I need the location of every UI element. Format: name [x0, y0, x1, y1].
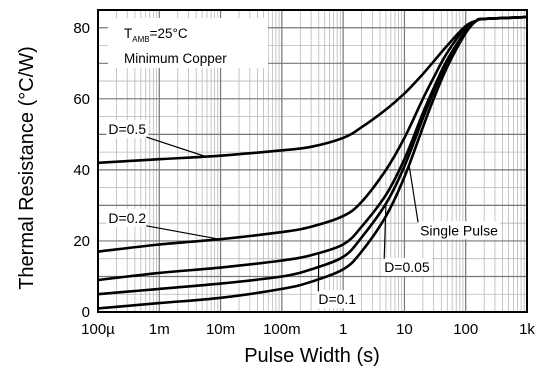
- plot-frame: [97, 9, 528, 313]
- curve-label-single-pulse: Single Pulse: [420, 222, 498, 238]
- curve-label-d-0-1: D=0.1: [318, 291, 356, 307]
- curve-label-background: [418, 221, 501, 240]
- y-tick-label: 0: [82, 304, 90, 321]
- y-tick-label: 60: [73, 91, 90, 108]
- series-layer: [97, 15, 528, 310]
- curve-label-d-0-5: D=0.5: [108, 121, 146, 137]
- leader-line-d-0-2: [146, 225, 220, 240]
- x-tick-label: 10: [396, 321, 413, 338]
- y-axis-title: Thermal Resistance (°C/W): [16, 46, 38, 290]
- x-tick-label: 10m: [206, 321, 235, 338]
- y-tick-label: 20: [73, 233, 90, 250]
- x-tick-label: 1: [339, 321, 347, 338]
- curve-label-d-0-05: D=0.05: [384, 259, 430, 275]
- tamb-subscript: AMB: [132, 35, 149, 44]
- x-axis-title: Pulse Width (s): [244, 345, 380, 367]
- y-tick-label: 80: [73, 20, 90, 37]
- x-tick-labels: 100µ 1m 10m 100m 1 10 100 1k: [81, 321, 535, 338]
- curve-label-background: [106, 120, 149, 139]
- x-tick-label: 100µ: [81, 321, 115, 338]
- leader-line-d-0-05: [383, 203, 387, 259]
- annotation-background: [108, 18, 268, 68]
- x-tick-label: 100: [453, 321, 478, 338]
- minimum-copper-note: Minimum Copper: [124, 51, 227, 66]
- tamb-value: =25°C: [150, 26, 188, 41]
- y-tick-label: 40: [73, 162, 90, 179]
- tamb-prefix: T: [124, 26, 132, 41]
- ambient-temperature-note: TAMB=25°C: [124, 26, 188, 44]
- y-tick-labels: 0 20 40 60 80: [73, 20, 90, 321]
- leader-line-d-0-5: [146, 136, 206, 157]
- x-tick-label: 100m: [263, 321, 301, 338]
- curve-label-background: [382, 257, 432, 276]
- x-tick-label: 1m: [149, 321, 170, 338]
- series-line-single-pulse: [97, 15, 528, 310]
- x-tick-label: 1k: [519, 321, 535, 338]
- curve-label-background: [316, 290, 359, 309]
- curve-label-background: [106, 208, 149, 227]
- curve-labels: D=0.5 D=0.2 Single Pulse D=0.05 D=0.1: [106, 120, 501, 309]
- leader-line-single-pulse: [408, 166, 419, 223]
- curve-label-d-0-2: D=0.2: [108, 210, 146, 226]
